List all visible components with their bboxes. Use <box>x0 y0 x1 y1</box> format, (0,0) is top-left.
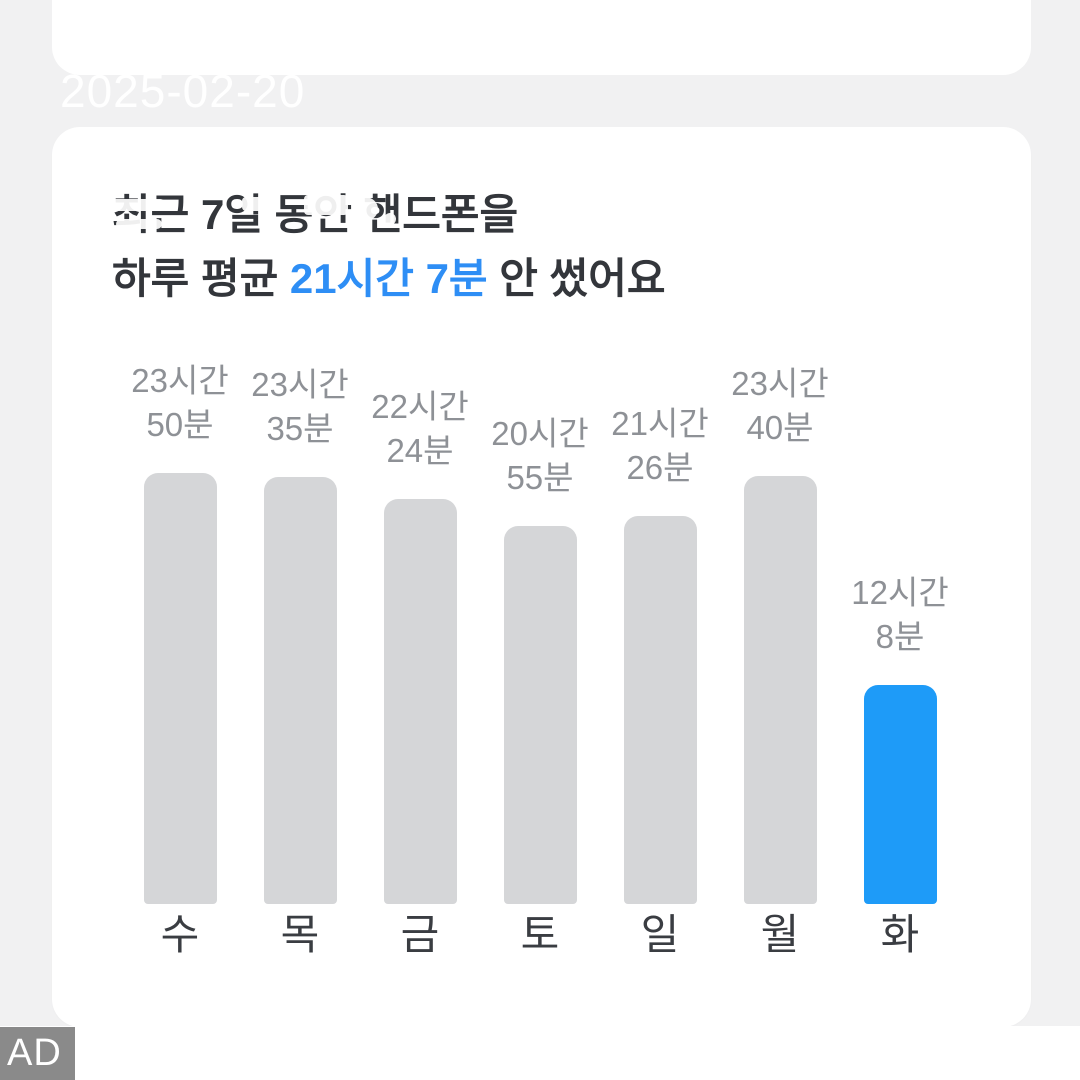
bar-value-hours: 23시간 <box>131 362 229 399</box>
bar-value-minutes: 55분 <box>506 459 574 496</box>
bar-value-hours: 20시간 <box>491 415 589 452</box>
chart-title-line2-suffix: 안 썼어요 <box>487 255 666 302</box>
bar-value-label: 22시간 24분 <box>371 385 468 473</box>
bar-column-thu: 23시간 35분 목 <box>240 359 360 962</box>
bar-column-tue: 12시간 8분 화 <box>840 359 960 962</box>
bar-value-hours: 12시간 <box>851 574 949 611</box>
bar-value-minutes: 26분 <box>626 449 694 486</box>
watermark-date: 2025-02-20 <box>60 65 306 117</box>
bar-mon <box>743 476 817 904</box>
chart-title-line2-prefix: 하루 평균 <box>112 255 290 302</box>
bar-column-fri: 22시간 24분 금 <box>360 359 480 962</box>
bar-value-minutes: 50분 <box>146 406 214 443</box>
bar-wed <box>143 473 217 904</box>
watermark-artifact <box>352 197 378 221</box>
bar-value-minutes: 40분 <box>746 409 814 446</box>
bar-column-mon: 23시간 40분 월 <box>720 359 840 962</box>
bar-value-hours: 23시간 <box>731 365 829 402</box>
bottom-ad-section <box>0 1026 1080 1080</box>
day-label-mon: 월 <box>760 911 800 958</box>
bar-value-label: 23시간 40분 <box>731 362 828 450</box>
bar-value-minutes: 35분 <box>266 410 334 447</box>
day-label-fri: 금 <box>400 911 440 958</box>
bar-chart: 23시간 50분 수 23시간 35분 목 22시간 24분 금 20시간 <box>120 359 960 962</box>
bar-sun <box>623 516 697 904</box>
bar-value-hours: 23시간 <box>251 366 349 403</box>
bar-value-hours: 21시간 <box>611 405 709 442</box>
ad-badge[interactable]: AD <box>0 1027 75 1080</box>
watermark-artifact <box>116 219 162 229</box>
day-label-wed: 수 <box>160 911 200 958</box>
bar-tue-highlighted <box>863 685 937 904</box>
bar-value-label: 21시간 26분 <box>611 402 708 490</box>
top-card <box>52 0 1031 75</box>
day-label-sun: 일 <box>640 911 680 958</box>
bar-column-sun: 21시간 26분 일 <box>600 359 720 962</box>
chart-title-line2: 하루 평균 21시간 7분 안 썼어요 <box>112 247 665 311</box>
watermark-artifact <box>304 195 348 215</box>
day-label-tue: 화 <box>880 911 920 958</box>
bar-value-label: 23시간 50분 <box>131 359 228 447</box>
watermark-artifact <box>110 199 166 211</box>
bar-value-minutes: 8분 <box>875 618 925 655</box>
bar-thu <box>263 477 337 904</box>
bar-value-hours: 22시간 <box>371 388 469 425</box>
bar-column-wed: 23시간 50분 수 <box>120 359 240 962</box>
bar-fri <box>383 499 457 904</box>
bar-value-label: 12시간 8분 <box>851 571 948 659</box>
bar-value-label: 20시간 55분 <box>491 412 588 500</box>
bar-sat <box>503 526 577 904</box>
bar-column-sat: 20시간 55분 토 <box>480 359 600 962</box>
chart-title: 최근 7일 동안 핸드폰을 하루 평균 21시간 7분 안 썼어요 <box>112 183 665 311</box>
usage-chart-card: 최근 7일 동안 핸드폰을 하루 평균 21시간 7분 안 썼어요 23시간 5… <box>52 127 1031 1027</box>
bar-value-minutes: 24분 <box>386 432 454 469</box>
average-usage-highlight: 21시간 7분 <box>289 255 488 302</box>
day-label-thu: 목 <box>280 911 320 958</box>
watermark-artifact <box>384 213 396 225</box>
bar-value-label: 23시간 35분 <box>251 363 348 451</box>
watermark-artifact <box>242 197 268 211</box>
day-label-sat: 토 <box>520 911 560 958</box>
